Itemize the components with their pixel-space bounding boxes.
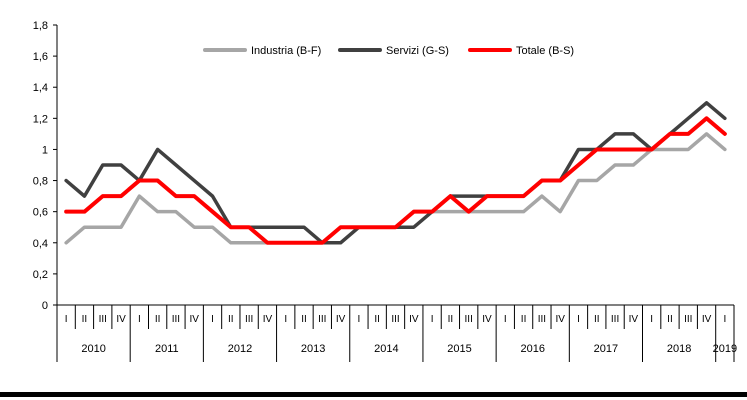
quarter-label: II (594, 314, 600, 325)
quarter-label: I (284, 314, 287, 325)
quarter-label: I (358, 314, 361, 325)
quarter-label: III (172, 314, 180, 325)
quarter-label: I (577, 314, 580, 325)
quarter-label: I (138, 314, 141, 325)
y-axis-tick-label: 0 (42, 300, 48, 312)
quarter-label: II (667, 314, 673, 325)
quarter-label: II (374, 314, 380, 325)
quarter-label: III (318, 314, 326, 325)
year-label: 2013 (301, 343, 325, 355)
quarter-label: I (211, 314, 214, 325)
quarter-label: I (650, 314, 653, 325)
year-label: 2011 (155, 343, 179, 355)
series-line-totale-b-s (64, 116, 727, 245)
y-axis-tick-label: 1,4 (33, 82, 48, 94)
quarter-label: IV (555, 314, 565, 325)
year-label: 2015 (447, 343, 471, 355)
year-label: 2010 (81, 343, 105, 355)
quarter-label: IV (629, 314, 639, 325)
quarter-label: II (521, 314, 527, 325)
quarter-label: IV (482, 314, 492, 325)
quarter-label: II (82, 314, 88, 325)
bottom-divider-bar (0, 392, 747, 397)
quarter-label: II (448, 314, 454, 325)
quarter-label: IV (409, 314, 419, 325)
quarter-label: IV (702, 314, 712, 325)
quarter-label: IV (263, 314, 273, 325)
year-label: 2018 (667, 343, 691, 355)
year-label: 2016 (520, 343, 544, 355)
legend-label: Totale (B-S) (516, 45, 574, 57)
quarter-label: II (155, 314, 161, 325)
year-label: 2012 (228, 343, 252, 355)
y-axis-tick-label: 0,4 (33, 238, 48, 250)
year-label: 2017 (594, 343, 618, 355)
quarter-label: IV (116, 314, 126, 325)
legend-label: Servizi (G-S) (386, 45, 449, 57)
quarter-label: III (611, 314, 619, 325)
legend-label: Industria (B-F) (251, 45, 321, 57)
y-axis-tick-label: 1 (42, 144, 48, 156)
quarter-label: I (504, 314, 507, 325)
y-axis-tick-label: 1,6 (33, 51, 48, 63)
quarter-label: III (99, 314, 107, 325)
quarter-label: III (391, 314, 399, 325)
quarter-label: III (538, 314, 546, 325)
quarter-label: III (465, 314, 473, 325)
quarter-label: II (228, 314, 234, 325)
y-axis-tick-label: 0,8 (33, 176, 48, 188)
quarter-label: III (684, 314, 692, 325)
quarter-label: I (65, 314, 68, 325)
quarter-label: IV (336, 314, 346, 325)
quarter-label: II (301, 314, 307, 325)
series-line-servizi-g-s (64, 101, 727, 245)
quarter-label: I (431, 314, 434, 325)
y-axis-tick-label: 1,8 (33, 20, 48, 32)
quarter-label: IV (190, 314, 200, 325)
year-label: 2019 (713, 343, 737, 355)
y-axis-tick-label: 0,2 (33, 269, 48, 281)
quarter-label: III (245, 314, 253, 325)
y-axis-tick-label: 0,6 (33, 207, 48, 219)
year-label: 2014 (374, 343, 398, 355)
y-axis-tick-label: 1,2 (33, 113, 48, 125)
quarter-label: I (723, 314, 726, 325)
